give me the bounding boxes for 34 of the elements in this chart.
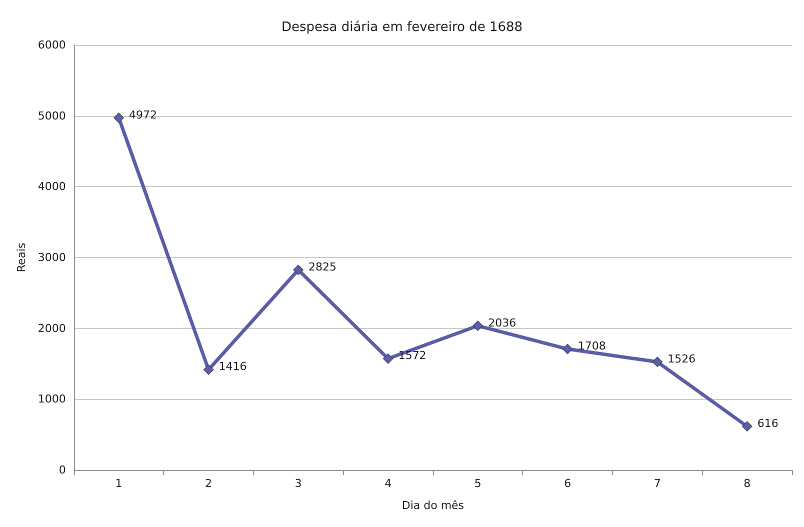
x-tick-label: 2 — [205, 477, 212, 490]
point — [562, 344, 573, 354]
data-label: 4972 — [129, 108, 158, 122]
y-axis-title: Reais — [15, 242, 28, 272]
x-tick-label: 4 — [384, 477, 392, 490]
x-tick-label: 7 — [654, 477, 661, 490]
y-tick-label: 0 — [58, 464, 66, 476]
point — [203, 364, 214, 375]
point — [382, 353, 394, 364]
x-tick-label: 5 — [474, 477, 482, 490]
x-tick-label: 3 — [294, 477, 302, 490]
point — [293, 264, 304, 276]
chart-title: Despesa diária em fevereiro de 1688 — [281, 20, 523, 35]
y-tick-label: 2000 — [38, 322, 66, 335]
x-tick-label: 1 — [115, 477, 122, 490]
y-tick-label: 3000 — [38, 251, 66, 264]
data-label: 1416 — [218, 360, 247, 374]
data-label: 1708 — [578, 340, 606, 353]
x-tick-label: 6 — [564, 477, 572, 490]
data-label: 1526 — [668, 352, 696, 366]
point — [742, 421, 752, 432]
y-tick-label: 1000 — [38, 392, 66, 406]
data-label: 2825 — [308, 260, 337, 274]
point — [652, 356, 663, 368]
data-label: 1572 — [398, 349, 426, 362]
x-axis-title: Dia do mês — [402, 499, 464, 512]
x-tick-label: 8 — [744, 477, 751, 490]
y-tick-label: 6000 — [38, 38, 66, 52]
data-label: 2036 — [488, 316, 516, 330]
y-tick-label: 5000 — [38, 109, 66, 122]
y-tick-label: 4000 — [38, 180, 66, 194]
point — [114, 112, 124, 124]
data-label: 616 — [757, 416, 778, 430]
point — [472, 320, 484, 332]
